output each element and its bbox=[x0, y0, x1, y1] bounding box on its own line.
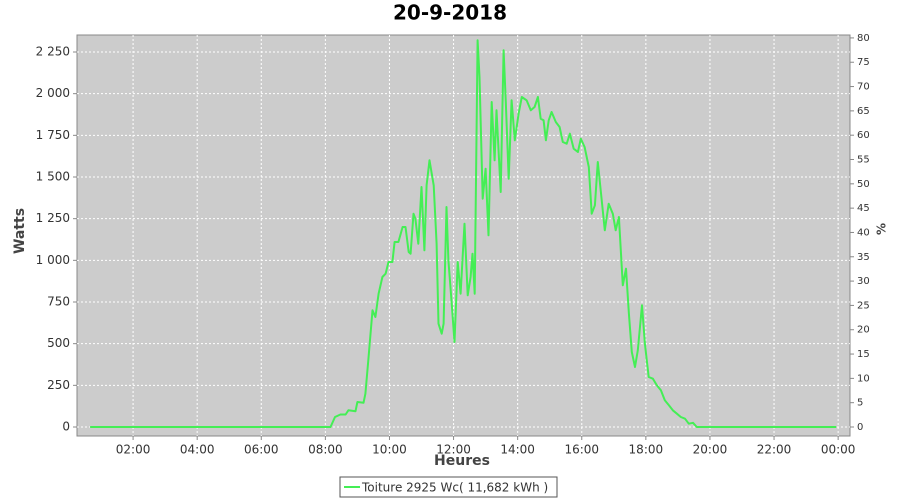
x-tick-label: 04:00 bbox=[180, 443, 215, 457]
x-tick-label: 20:00 bbox=[693, 443, 728, 457]
x-tick-label: 16:00 bbox=[564, 443, 599, 457]
y2-tick-label: 20 bbox=[857, 325, 870, 336]
x-tick-label: 22:00 bbox=[757, 443, 792, 457]
y2-tick-label: 70 bbox=[857, 82, 870, 93]
y-tick-label: 250 bbox=[47, 378, 70, 392]
x-tick-label: 12:00 bbox=[436, 443, 471, 457]
x-tick-label: 18:00 bbox=[629, 443, 664, 457]
series-line bbox=[90, 39, 837, 428]
y2-tick-label: 80 bbox=[857, 33, 870, 44]
y2-tick-label: 0 bbox=[857, 422, 863, 433]
y2-tick-label: 45 bbox=[857, 203, 870, 214]
y-tick-label: 2 000 bbox=[36, 86, 70, 100]
y2-tick-label: 55 bbox=[857, 155, 870, 166]
y2-tick-label: 30 bbox=[857, 276, 870, 287]
y-tick-label: 0 bbox=[62, 420, 70, 434]
y-tick-label: 500 bbox=[47, 336, 70, 350]
y2-tick-label: 65 bbox=[857, 106, 870, 117]
x-axis-label: Heures bbox=[434, 453, 490, 469]
y-tick-label: 1 250 bbox=[36, 211, 70, 225]
y2-tick-label: 35 bbox=[857, 252, 870, 263]
legend-label: Toiture 2925 Wc( 11,682 kWh ) bbox=[361, 481, 548, 495]
y2-axis-label: % bbox=[875, 223, 889, 235]
y-axis-label: Watts bbox=[12, 208, 28, 254]
x-tick-label: 14:00 bbox=[500, 443, 535, 457]
y2-tick-label: 15 bbox=[857, 349, 870, 360]
y-tick-label: 1 500 bbox=[36, 170, 70, 184]
x-tick-label: 08:00 bbox=[308, 443, 343, 457]
x-tick-label: 06:00 bbox=[244, 443, 279, 457]
chart-title: 20-9-2018 bbox=[393, 1, 507, 25]
y2-tick-label: 25 bbox=[857, 300, 870, 311]
x-tick-label: 10:00 bbox=[372, 443, 407, 457]
y2-tick-label: 50 bbox=[857, 179, 870, 190]
y2-tick-label: 40 bbox=[857, 227, 870, 238]
y-tick-label: 750 bbox=[47, 295, 70, 309]
x-tick-label: 02:00 bbox=[116, 443, 151, 457]
x-tick-label: 00:00 bbox=[821, 443, 856, 457]
y-tick-label: 2 250 bbox=[36, 45, 70, 59]
y2-tick-label: 5 bbox=[857, 398, 863, 409]
y2-tick-label: 60 bbox=[857, 130, 870, 141]
y2-tick-label: 75 bbox=[857, 57, 870, 68]
legend bbox=[339, 476, 558, 498]
y-tick-label: 1 750 bbox=[36, 128, 70, 142]
y2-tick-label: 10 bbox=[857, 373, 870, 384]
y-tick-label: 1 000 bbox=[36, 253, 70, 267]
